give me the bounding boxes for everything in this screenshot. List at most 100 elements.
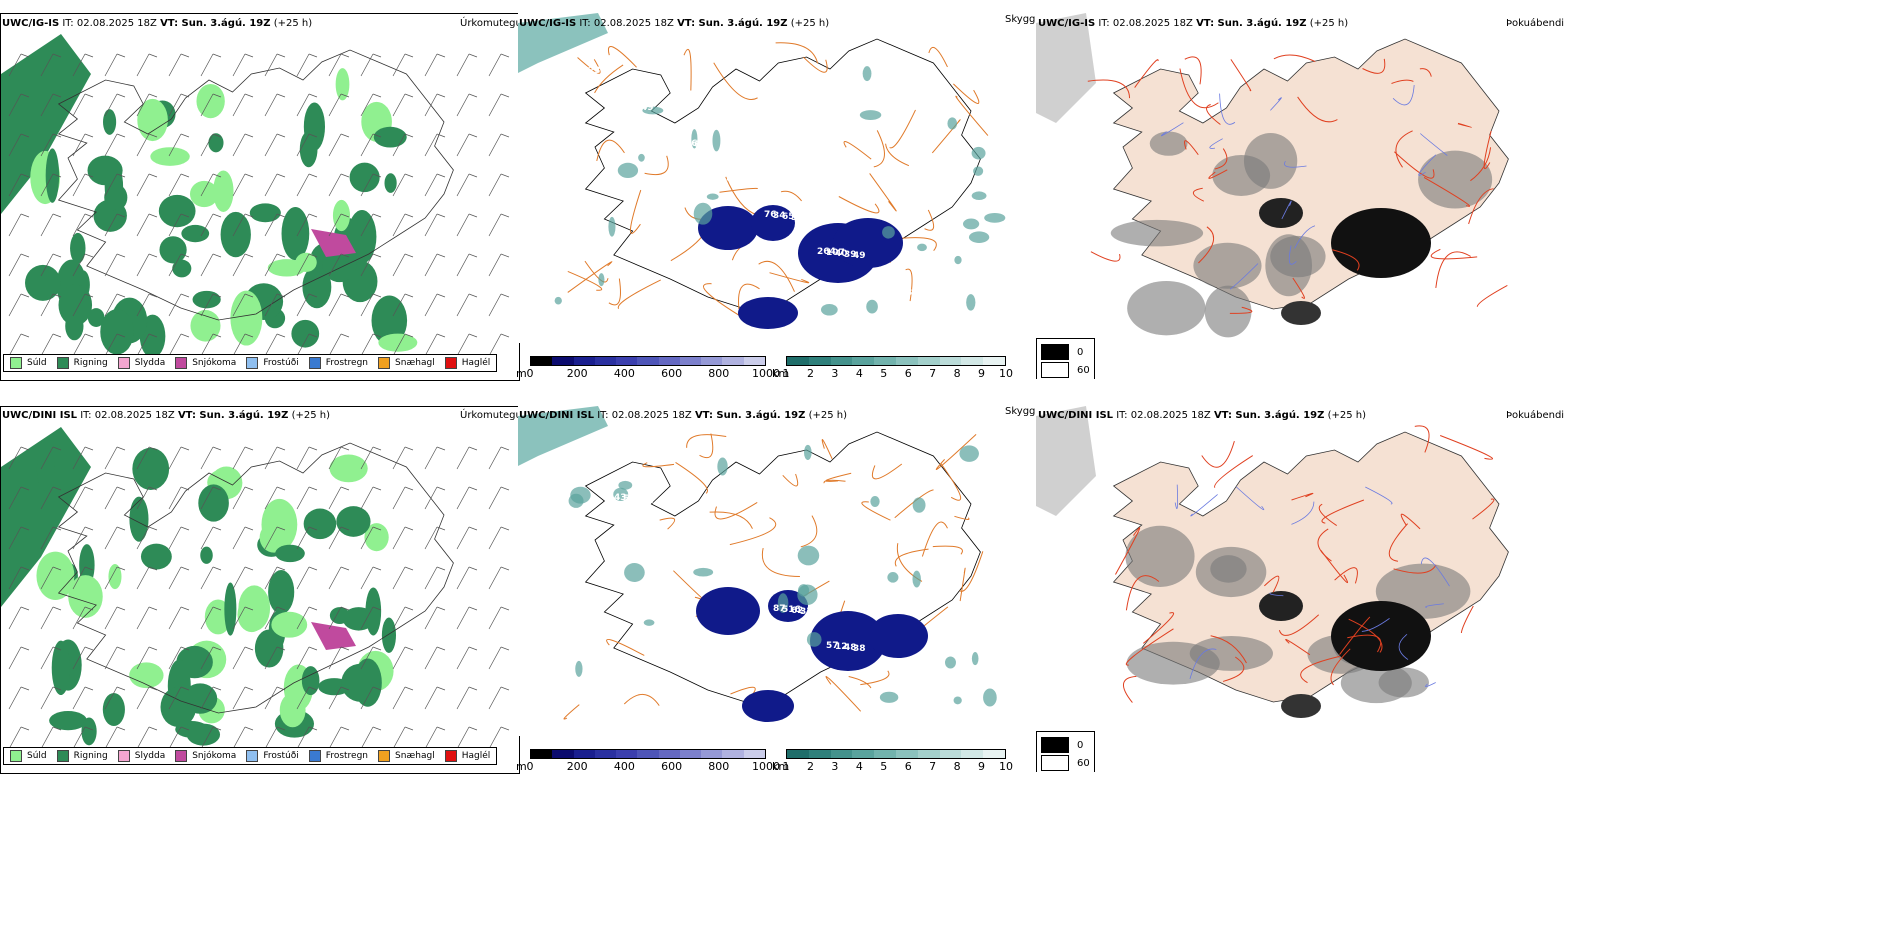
legend-item: Haglél [444,750,490,762]
legend-item: Rigning [56,357,108,369]
colorbar-tick: 200 [566,760,588,773]
fog-title: Þokuábendi [1506,18,1565,29]
ceiling-value-label: 36 [897,287,910,297]
model-header: UWC/IG-IS IT: 02.08.2025 18Z VT: Sun. 3.… [1038,18,1348,29]
legend-swatch [175,357,188,369]
ceiling-map: 232 49 62 74 80 49 82 19 45 16 96 52 39 36 53 57 50 32 65 4… [518,13,1038,343]
colorbar-gradient [530,356,766,366]
ceiling-value-label: 62 [641,496,654,506]
colorbar-tick: 800 [708,367,730,380]
ceiling-value-label: 38 [605,99,618,109]
model-header: UWC/IG-IS IT: 02.08.2025 18Z VT: Sun. 3.… [519,18,829,29]
ceiling-value-label: 80 [800,214,813,224]
ceiling-value-label: 32 [729,175,742,185]
colorbar-tick: 600 [661,760,683,773]
model-name: UWC/DINI ISL [519,410,595,421]
legend-label: Snæhagl [395,751,435,761]
colorbar-tick: 10 [999,367,1013,380]
colorbar-tick: 800 [708,760,730,773]
colorbar-gradient [786,356,1006,366]
legend-item: Frostúði [246,750,299,762]
ceiling-value-label: 71 [941,716,954,726]
ceiling-value-label: 76 [764,210,777,220]
ceiling-value-label: 43 [959,718,972,728]
legend-label: Rigning [73,751,108,761]
model-name: UWC/IG-IS [2,18,60,29]
ceiling-value-label: 12 [711,173,724,183]
ceiling-value-label: 48 [844,643,857,653]
ceiling-value-label: 96 [738,176,751,186]
legend-item: Súld [10,357,47,369]
ceiling-value-label: 33 [800,607,813,617]
ceiling-value-label: 27 [950,717,963,727]
valid-time: VT: Sun. 3.ágú. 19Z [1213,410,1325,421]
ceiling-value-label: 55 [879,285,892,295]
colorbar-tick: 8 [953,760,961,773]
ceiling-value-label: 62 [791,606,804,616]
ceiling-value-label: 55 [906,681,919,691]
colorbar-tick: 8 [953,367,961,380]
model-header: UWC/DINI ISL IT: 02.08.2025 18Z VT: Sun.… [1038,410,1366,421]
fog-legend-swatch [1041,737,1069,753]
legend-item: Frostúði [246,357,299,369]
ceiling-value-label: 45 [632,102,645,112]
lead-time: (+25 h) [808,410,848,421]
init-time: IT: 02.08.2025 18Z [80,410,175,421]
legend-label: Frostregn [325,751,369,761]
colorbar-tick: 600 [661,367,683,380]
legend-label: Slydda [134,751,166,761]
ceiling-value-label: 62 [694,140,707,150]
model-name: UWC/IG-IS [1038,18,1096,29]
colorbar-tick: 1 [782,367,790,380]
legend-label: Snjókoma [192,751,237,761]
colorbar-tick: 3 [831,367,839,380]
ceiling-colorbar: 0 200 400 600 800 1000 m [516,749,780,773]
precip-title: Úrkomutegund [460,410,535,421]
lead-time: (+25 h) [1309,18,1349,29]
ceiling-value-label: 78 [888,286,901,296]
ceiling-value-label: 232 [588,66,607,76]
legend-swatch [378,357,391,369]
fog-map [1036,13,1554,343]
legend-swatch [56,357,69,369]
ceiling-value-label: 50 [676,138,689,148]
legend-item: Snjókoma [175,750,236,762]
init-time: IT: 02.08.2025 18Z [1116,410,1211,421]
legend-item: Snæhagl [378,750,435,762]
ceiling-value-label: 264 [817,247,836,257]
legend-label: Rigning [73,358,108,368]
legend-item: Snjókoma [175,357,236,369]
ceiling-value-label: 260 [870,284,889,294]
fog-panel-row1: 0 60 [1036,13,1554,379]
fog-panel-row2: 0 60 [1036,406,1554,772]
ceiling-value-label: 52 [791,213,804,223]
fog-legend-swatch [1041,362,1069,378]
ceiling-value-label: 19 [959,325,972,335]
colorbar-tick: 7 [929,367,937,380]
colorbar-tick: 3 [831,760,839,773]
ceiling-value-label: 34 [773,211,786,221]
colorbar-tick: 400 [613,760,635,773]
ceiling-value-label: 30 [667,530,680,540]
lead-time: (+25 h) [790,18,830,29]
colorbar-tick: 10 [999,760,1013,773]
legend-swatch [10,357,22,369]
legend-label: Snjókoma [192,358,237,368]
colorbar-tick: 5 [880,367,888,380]
colorbar-tick: 4 [855,367,863,380]
init-time: IT: 02.08.2025 18Z [579,18,674,29]
legend-label: Slydda [134,358,166,368]
precip-legend: Súld Rigning Slydda Snjókoma Frostúði Frostre… [3,747,498,765]
valid-time: VT: Sun. 3.ágú. 19Z [1196,18,1307,29]
colorbar-tick: 7 [929,760,937,773]
ceiling-value-label: 57 [623,101,636,111]
lead-time: (+25 h) [291,410,331,421]
ceiling-value-label: 58 [623,494,636,504]
colorbar-tick: 2 [806,760,814,773]
model-header: UWC/IG-IS IT: 02.08.2025 18Z VT: Sun. 3.… [2,18,312,29]
legend-swatch [378,750,391,762]
colorbar-unit: km [772,760,790,773]
legend-item: Slydda [117,357,166,369]
precip-map [1,407,519,773]
valid-time: VT: Sun. 3.ágú. 19Z [177,410,289,421]
